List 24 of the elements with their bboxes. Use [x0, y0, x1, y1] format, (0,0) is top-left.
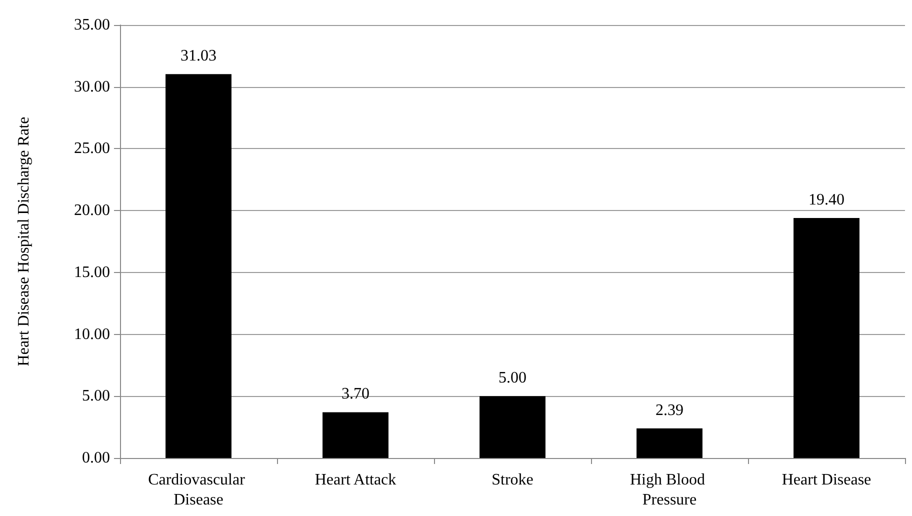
- x-tick-label: Stroke: [492, 472, 534, 488]
- y-axis-title: Heart Disease Hospital Discharge Rate: [16, 116, 32, 366]
- y-tick-label: 30.00: [74, 78, 110, 96]
- bar: [480, 396, 546, 458]
- bar: [794, 218, 860, 458]
- y-tick-label: 25.00: [74, 140, 110, 158]
- data-label: 5.00: [498, 370, 526, 387]
- y-tick-label: 35.00: [74, 16, 110, 34]
- y-tick-label: 20.00: [74, 202, 110, 220]
- x-tick-label: High Blood Pressure: [630, 472, 710, 508]
- bar: [636, 428, 702, 458]
- data-label: 19.40: [808, 191, 844, 208]
- bar: [166, 74, 232, 458]
- bar: [322, 412, 388, 458]
- y-tick-label: 5.00: [82, 388, 110, 405]
- x-tick-label: Cardiovascular Disease: [148, 472, 249, 508]
- y-tick-label: 0.00: [82, 450, 110, 466]
- x-tick-label: Heart Attack: [314, 472, 396, 488]
- x-tick-label: Heart Disease: [782, 472, 872, 488]
- y-tick-label: 15.00: [74, 264, 110, 281]
- data-label: 2.39: [656, 402, 684, 419]
- y-tick-label: 10.00: [74, 326, 110, 343]
- data-label: 3.70: [342, 386, 370, 403]
- data-label: 31.03: [180, 48, 216, 65]
